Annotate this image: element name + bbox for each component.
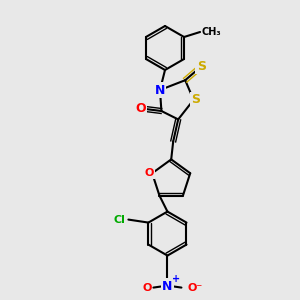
Text: S: S xyxy=(197,60,206,73)
Text: O: O xyxy=(135,103,146,116)
Text: N: N xyxy=(155,83,165,97)
Text: CH₃: CH₃ xyxy=(201,27,221,37)
Text: O: O xyxy=(145,168,154,178)
Text: S: S xyxy=(191,93,200,106)
Text: O⁻: O⁻ xyxy=(188,283,203,292)
Text: N: N xyxy=(162,280,172,292)
Text: Cl: Cl xyxy=(113,214,125,225)
Text: O: O xyxy=(142,283,152,292)
Text: +: + xyxy=(172,274,181,284)
